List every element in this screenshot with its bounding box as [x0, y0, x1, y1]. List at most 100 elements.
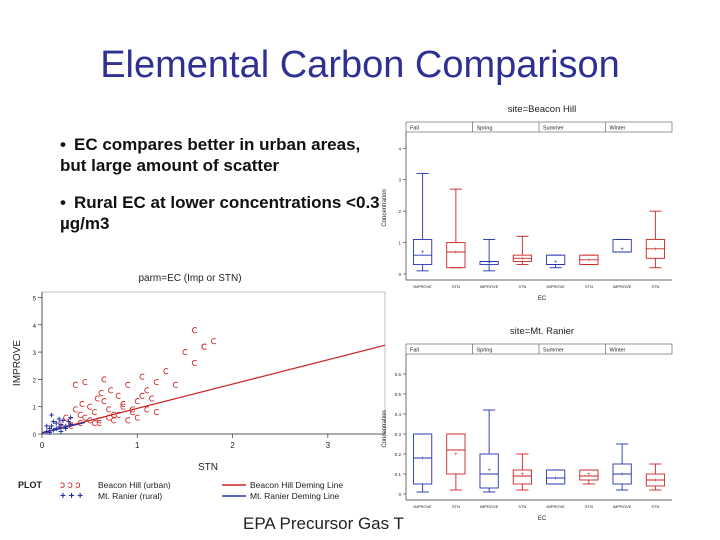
x-axis-label: EC	[538, 516, 547, 522]
data-point-beacon	[130, 409, 136, 416]
legend-label-ranier: Mt. Ranier (rural)	[98, 491, 162, 501]
data-point-ranier: +	[66, 417, 71, 427]
data-point-beacon	[115, 411, 121, 418]
data-point-beacon	[201, 343, 207, 350]
category-label: STN	[452, 504, 460, 509]
data-point-beacon	[115, 392, 121, 399]
data-point-beacon	[153, 409, 159, 416]
y-tick-label: 0	[398, 492, 401, 497]
data-point-beacon	[149, 395, 155, 402]
x-axis-label: EC	[538, 296, 547, 302]
data-point-ranier: +	[57, 422, 62, 432]
data-point-beacon	[125, 381, 131, 388]
y-tick-label: 3	[398, 178, 401, 183]
data-point-beacon	[72, 406, 78, 413]
legend-label-ranier-line: Mt. Ranier Deming Line	[250, 491, 340, 501]
data-point-beacon	[106, 414, 112, 421]
category-label: STN	[651, 284, 659, 289]
y-tick-label: 0.6	[395, 372, 402, 377]
data-point-ranier: +	[68, 419, 73, 429]
data-point-beacon	[77, 420, 83, 427]
data-point-beacon	[96, 417, 102, 424]
category-label: IMPROVE	[613, 284, 632, 289]
category-label: STN	[452, 284, 460, 289]
data-point-beacon	[130, 406, 136, 413]
bullet-text: Rural EC at lower concentrations <0.3 µg…	[60, 193, 380, 233]
data-point-beacon	[77, 411, 83, 418]
y-tick-label: 1	[33, 406, 37, 412]
mean-marker: +	[521, 472, 525, 478]
data-point-beacon	[120, 400, 126, 407]
data-point-beacon	[94, 395, 100, 402]
data-point-ranier: +	[63, 424, 68, 434]
boxplot-mt-ranier: site=Mt. Ranier Fall Spring Summer Winter 0 0.…	[382, 326, 673, 522]
footer-text: EPA Precursor Gas T	[243, 514, 404, 533]
data-point-ranier: +	[49, 421, 54, 431]
data-point-beacon	[211, 338, 216, 345]
data-point-beacon	[58, 420, 64, 427]
data-point-beacon	[134, 414, 140, 421]
y-tick-label: 0.3	[395, 432, 402, 437]
category-label: IMPROVE	[613, 504, 632, 509]
mean-marker: +	[554, 259, 558, 265]
data-point-ranier: +	[47, 424, 52, 434]
data-point-beacon	[72, 381, 78, 388]
data-point-ranier: +	[54, 418, 59, 428]
y-axis-label: Concentration	[382, 410, 388, 447]
data-point-beacon	[125, 417, 131, 424]
mean-marker: +	[587, 472, 591, 478]
data-point-beacon	[182, 349, 188, 356]
category-label: IMPROVE	[413, 504, 432, 509]
deming-line	[41, 344, 386, 434]
y-tick-label: 0.5	[395, 392, 402, 397]
data-point-beacon	[144, 387, 150, 394]
category-label: STN	[585, 504, 593, 509]
y-tick-label: 5	[33, 296, 37, 302]
box	[512, 469, 532, 485]
panel-label: Spring	[477, 348, 493, 354]
x-tick-label: 2	[230, 441, 235, 450]
data-point-beacon	[79, 400, 85, 407]
category-label: IMPROVE	[546, 284, 565, 289]
data-point-beacon	[192, 359, 197, 367]
y-tick-label: 1	[398, 241, 401, 246]
mean-marker: +	[654, 478, 658, 484]
data-point-beacon	[101, 398, 107, 405]
bullet-text: EC compares better in urban areas, but l…	[60, 135, 361, 175]
mean-marker: +	[421, 250, 425, 256]
x-tick-label: 3	[326, 441, 331, 450]
deming-line	[41, 421, 86, 434]
data-point-ranier: +	[63, 421, 68, 431]
box	[579, 469, 599, 481]
bullet-ec-rural: • Rural EC at lower concentrations <0.3 µ…	[60, 192, 390, 234]
data-point-ranier: +	[44, 421, 49, 431]
legend-symbol-beacon: ↄ ↄ ↄ	[60, 480, 81, 491]
bullet-symbol: •	[60, 193, 66, 212]
data-point-beacon	[139, 392, 145, 399]
category-label: IMPROVE	[546, 504, 565, 509]
legend-label-beacon-line: Beacon Hill Deming Line	[250, 480, 343, 490]
mean-marker: +	[620, 472, 624, 478]
data-point-beacon	[153, 379, 159, 386]
x-tick-label: 0	[40, 441, 45, 450]
y-tick-label: 0	[398, 272, 401, 277]
data-point-ranier: +	[58, 419, 63, 429]
panel-label: Spring	[477, 126, 493, 132]
y-tick-label: 3	[33, 351, 37, 357]
panel-label: Winter	[610, 348, 626, 354]
legend-title: PLOT	[18, 480, 43, 490]
data-point-beacon	[101, 376, 107, 383]
mean-marker: +	[521, 256, 525, 262]
bullet-symbol: •	[60, 135, 66, 154]
data-point-beacon	[63, 414, 69, 421]
scatter-chart: parm=EC (Imp or STN) 0 1 2 3 0 1 2 3 4 5 STN IMPROVE…	[12, 273, 386, 502]
y-tick-label: 0.1	[395, 472, 402, 477]
panel-label: Fall	[410, 126, 419, 132]
data-point-beacon	[91, 409, 97, 416]
mean-marker: +	[554, 476, 558, 482]
box	[413, 238, 433, 266]
data-point-beacon	[87, 417, 93, 424]
data-point-beacon	[91, 420, 97, 427]
category-label: STN	[518, 284, 526, 289]
box	[546, 469, 566, 485]
